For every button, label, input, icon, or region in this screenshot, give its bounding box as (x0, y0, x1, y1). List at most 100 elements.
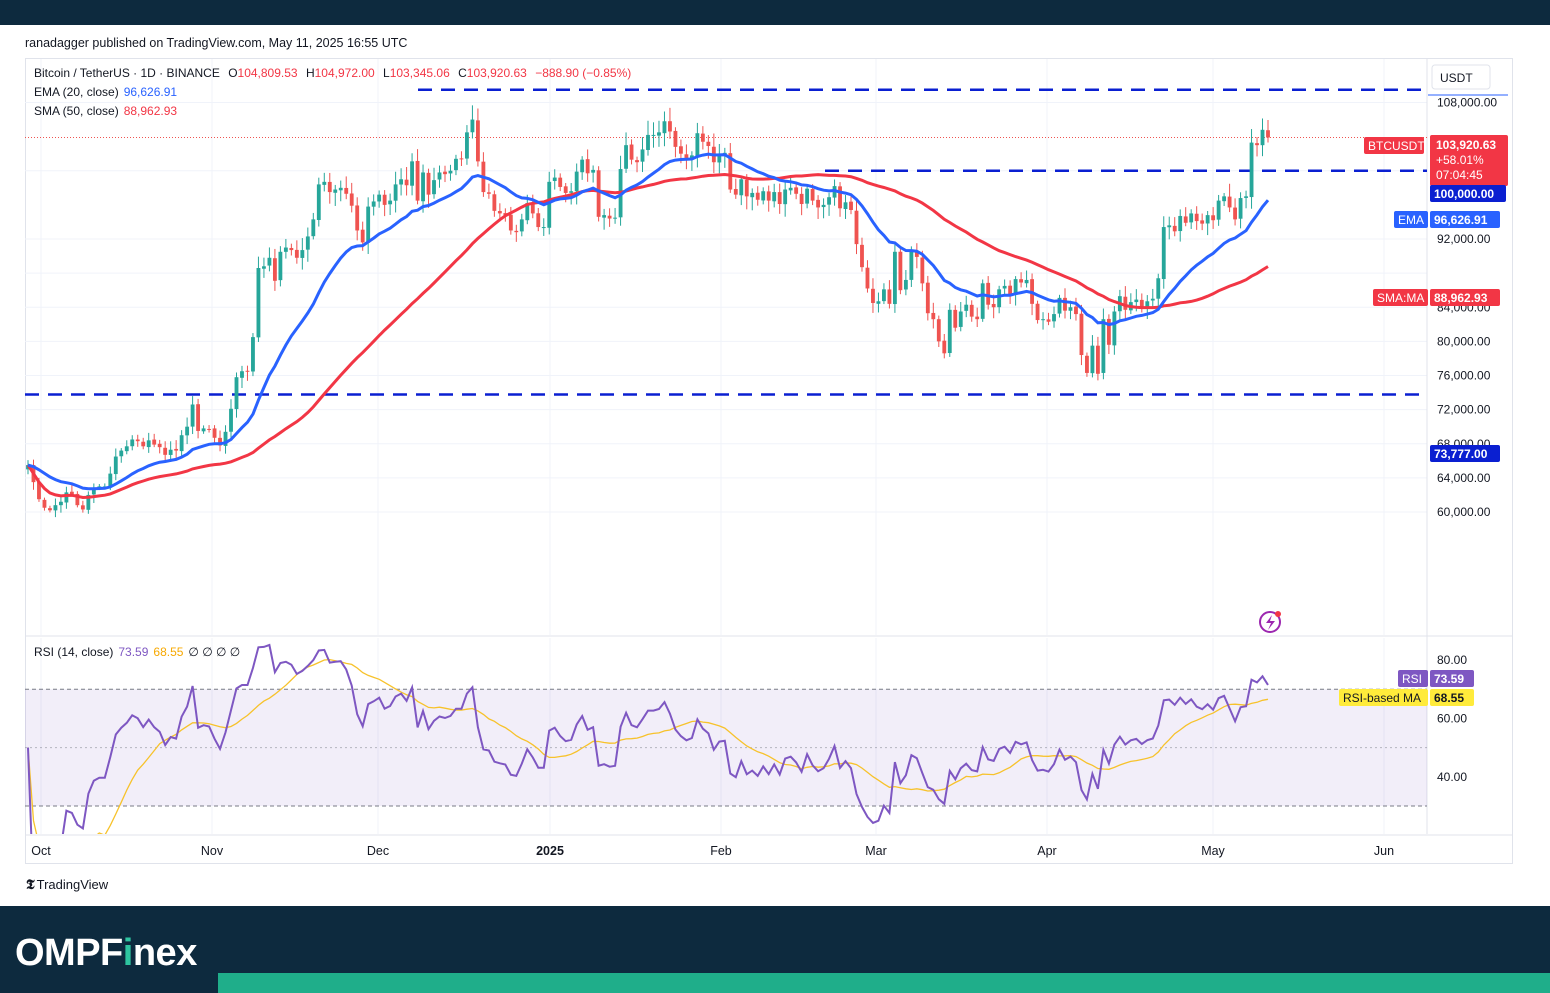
candle-body (1249, 142, 1254, 198)
candle-body (1167, 225, 1172, 228)
candle-body (519, 219, 524, 232)
candle-body (530, 203, 535, 214)
candle-body (1260, 129, 1265, 146)
candle-body (163, 447, 168, 455)
rsi-tick-label: 40.00 (1437, 770, 1467, 784)
candle-body (1189, 213, 1194, 223)
candle-body (799, 193, 804, 205)
candle-body (190, 404, 195, 427)
candle-body (986, 282, 991, 305)
candle-body (141, 441, 146, 447)
rsi-legend-label: RSI (14, close) (34, 645, 114, 659)
candle-body (810, 188, 815, 201)
candle-body (234, 377, 239, 410)
candles (26, 105, 1270, 518)
candle-body (816, 199, 821, 208)
candle-body (777, 192, 782, 205)
candle-body (1019, 279, 1024, 283)
candle-body (37, 482, 41, 500)
candle-body (536, 213, 541, 228)
candle-body (591, 169, 596, 173)
tradingview-icon: 𝕿 (26, 876, 34, 892)
candle-body (931, 312, 936, 320)
candle-body (426, 172, 431, 195)
candle-body (410, 161, 414, 186)
candle-body (525, 203, 530, 221)
candle-body (953, 309, 958, 328)
brand-logo: OMPFinex (15, 932, 197, 974)
candle-body (366, 206, 371, 243)
candle-body (174, 448, 179, 451)
candle-body (580, 159, 585, 173)
rsi-tick-label: 60.00 (1437, 711, 1467, 725)
candle-body (355, 205, 360, 231)
price-tick-label: 80,000.00 (1437, 334, 1491, 348)
candle-body (1079, 313, 1084, 356)
candle-body (283, 247, 288, 252)
symbol-legend: Bitcoin / TetherUS · 1D · BINANCE O104,8… (34, 66, 636, 80)
replay-icon[interactable] (1259, 611, 1281, 633)
candle-body (1161, 227, 1166, 280)
candle-body (640, 149, 645, 162)
rsi-ma-value-tag-box (1430, 689, 1474, 706)
tradingview-label: TradingView (36, 877, 109, 892)
time-tick-label: Feb (710, 844, 732, 858)
candle-body (316, 184, 321, 220)
candle-body (64, 492, 69, 503)
tradingview-logo: 𝕿 TradingView (26, 876, 108, 893)
candle-body (827, 197, 831, 205)
candle-body (1052, 314, 1056, 322)
candle-body (1227, 196, 1232, 208)
open-label: O (228, 66, 238, 80)
candle-body (898, 251, 903, 291)
candle-body (338, 187, 343, 191)
candle-body (59, 501, 63, 506)
high-label: H (305, 66, 315, 80)
candle-body (733, 189, 738, 195)
candle-body (1095, 345, 1100, 374)
candle-body (1013, 279, 1018, 295)
candle-body (421, 172, 425, 202)
candle-body (229, 408, 233, 432)
candle-body (980, 283, 985, 319)
candle-body (1233, 207, 1237, 220)
candle-body (212, 428, 217, 438)
candle-body (91, 488, 96, 495)
candle-body (152, 439, 157, 445)
candle-body (459, 158, 464, 160)
candle-body (657, 132, 661, 136)
close-value: 103,920.63 (466, 66, 527, 80)
rsi-tag-box (1398, 670, 1428, 687)
candle-body (574, 171, 579, 192)
candle-body (377, 194, 382, 202)
candle-body (1205, 215, 1210, 224)
candle-body (1068, 307, 1073, 311)
candle-body (1238, 198, 1243, 219)
candle-body (706, 141, 711, 147)
candle-body (80, 505, 85, 510)
resistance-tag-box (1430, 185, 1506, 202)
candle-body (909, 251, 914, 280)
rsi-ma-value-tag: 68.55 (1434, 691, 1464, 705)
candle-body (344, 187, 349, 194)
candle-body (602, 215, 607, 218)
price-tick-label: 64,000.00 (1437, 471, 1491, 485)
candle-body (185, 426, 190, 436)
candle-body (470, 119, 475, 133)
time-tick-label: Apr (1037, 844, 1056, 858)
candle-body (486, 192, 491, 194)
rsi-legend-extra: ∅ ∅ ∅ ∅ (188, 645, 241, 659)
horizontal-levels (25, 88, 1427, 396)
candle-body (53, 505, 58, 511)
candle-body (415, 160, 420, 201)
candle-body (1063, 297, 1067, 311)
axes: USDT60,000.0064,000.0068,000.0072,000.00… (31, 64, 1508, 858)
sma-legend: SMA (50, close) 88,962.93 (34, 104, 182, 118)
candle-body (1255, 143, 1259, 146)
last-price-value: 103,920.63 (1436, 138, 1496, 152)
candle-body (728, 153, 733, 190)
candle-body (563, 186, 568, 193)
candle-body (1002, 285, 1007, 289)
candle-body (124, 446, 129, 452)
